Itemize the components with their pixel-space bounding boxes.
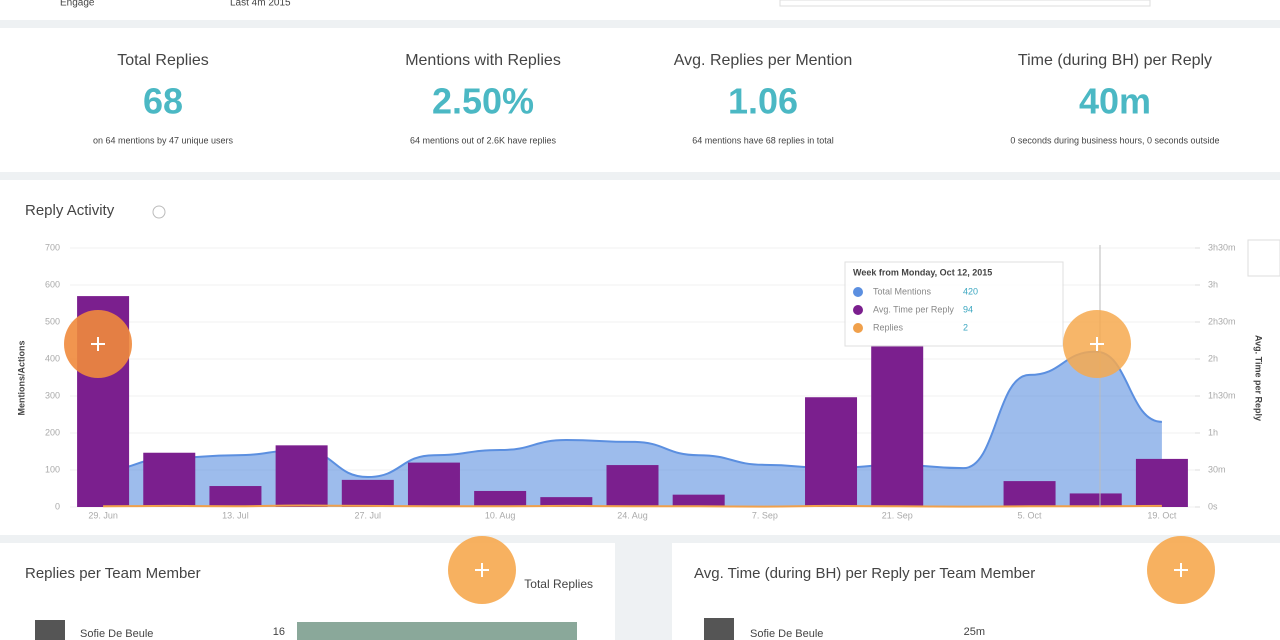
y2-tick-label: 2h30m <box>1208 316 1236 326</box>
stats-panel <box>0 28 1280 172</box>
panel-title: Replies per Team Member <box>25 565 201 582</box>
plus-icon <box>1174 563 1188 577</box>
member-name[interactable]: Sofie De Beule <box>80 628 153 640</box>
tooltip-title: Week from Monday, Oct 12, 2015 <box>853 267 992 277</box>
x-tick-label: 21. Sep <box>882 510 913 520</box>
bar <box>275 445 328 507</box>
legend-marker <box>853 305 863 315</box>
stat-value: 68 <box>143 81 183 122</box>
panel-column: Total Replies <box>524 577 593 591</box>
y2-tick-label: 1h30m <box>1208 390 1236 400</box>
y-tick-label: 0 <box>55 501 60 511</box>
stat-note: 0 seconds during business hours, 0 secon… <box>1010 135 1219 145</box>
bar <box>341 479 394 507</box>
y-tick-label: 400 <box>45 353 60 363</box>
stat-note: 64 mentions have 68 replies in total <box>692 135 834 145</box>
bar <box>474 490 527 507</box>
x-tick-label: 5. Oct <box>1018 510 1043 520</box>
x-tick-label: 10. Aug <box>485 510 516 520</box>
period: Last 4m 2015 <box>230 0 291 9</box>
y2-tick-label: 3h30m <box>1208 242 1236 252</box>
legend-marker <box>853 323 863 333</box>
y2-tick-label: 3h <box>1208 279 1218 289</box>
stat-title: Mentions with Replies <box>405 52 561 69</box>
y-tick-label: 500 <box>45 316 60 326</box>
x-tick-label: 13. Jul <box>222 510 249 520</box>
bar <box>672 494 725 507</box>
bar <box>209 486 262 507</box>
member-bar <box>297 622 577 640</box>
info-icon[interactable] <box>152 205 166 219</box>
y2-tick-label: 30m <box>1208 464 1226 474</box>
y2-axis-title: Avg. Time per Reply <box>1254 335 1264 421</box>
chart-title: Reply Activity <box>25 202 115 219</box>
avatar <box>704 618 734 640</box>
bar <box>871 345 924 507</box>
member-value: 25m <box>964 626 985 638</box>
stat-note: 64 mentions out of 2.6K have replies <box>410 135 557 145</box>
bar <box>1069 493 1122 507</box>
legend-marker <box>853 287 863 297</box>
y-tick-label: 300 <box>45 390 60 400</box>
tooltip <box>844 261 1064 347</box>
y2-tick-label: 1h <box>1208 427 1218 437</box>
tooltip-value: 2 <box>963 322 968 332</box>
bar <box>407 462 460 507</box>
panel-title: Avg. Time (during BH) per Reply per Team… <box>694 565 1035 582</box>
bar <box>1135 458 1188 507</box>
bar <box>805 397 858 507</box>
y-tick-label: 200 <box>45 427 60 437</box>
legend-label: Total Mentions <box>873 286 932 296</box>
stat-title: Total Replies <box>117 52 209 69</box>
y-tick-label: 700 <box>45 242 60 252</box>
x-tick-label: 27. Jul <box>355 510 382 520</box>
stat-title: Time (during BH) per Reply <box>1018 52 1212 69</box>
y-axis-title: Mentions/Actions <box>16 340 26 415</box>
legend-label: Replies <box>873 322 904 332</box>
y-tick-label: 100 <box>45 464 60 474</box>
stat-value: 40m <box>1079 81 1151 122</box>
plus-icon <box>91 337 105 351</box>
bar <box>606 465 659 507</box>
legend-label: Avg. Time per Reply <box>873 304 954 314</box>
tab: Engage <box>60 0 95 9</box>
x-tick-label: 19. Oct <box>1147 510 1177 520</box>
x-tick-label: 24. Aug <box>617 510 648 520</box>
search-box[interactable] <box>779 0 1151 7</box>
tooltip-value: 94 <box>963 304 973 314</box>
stat-note: on 64 mentions by 47 unique users <box>93 135 234 145</box>
stat-value: 1.06 <box>728 81 798 122</box>
avatar <box>35 620 65 640</box>
tooltip-value: 420 <box>963 286 978 296</box>
settings-button[interactable] <box>1247 239 1280 277</box>
member-value: 16 <box>273 626 285 638</box>
member-name[interactable]: Sofie De Beule <box>750 628 823 640</box>
bar <box>143 452 196 507</box>
y2-tick-label: 0s <box>1208 501 1218 511</box>
x-tick-label: 29. Jun <box>88 510 118 520</box>
bar <box>1003 481 1056 507</box>
bar <box>540 497 593 507</box>
y2-tick-label: 2h <box>1208 353 1218 363</box>
x-tick-label: 7. Sep <box>752 510 778 520</box>
line <box>103 504 1162 508</box>
stat-title: Avg. Replies per Mention <box>674 52 852 69</box>
stat-value: 2.50% <box>432 81 534 122</box>
plus-icon <box>1090 337 1104 351</box>
plus-icon <box>475 563 489 577</box>
y-tick-label: 600 <box>45 279 60 289</box>
